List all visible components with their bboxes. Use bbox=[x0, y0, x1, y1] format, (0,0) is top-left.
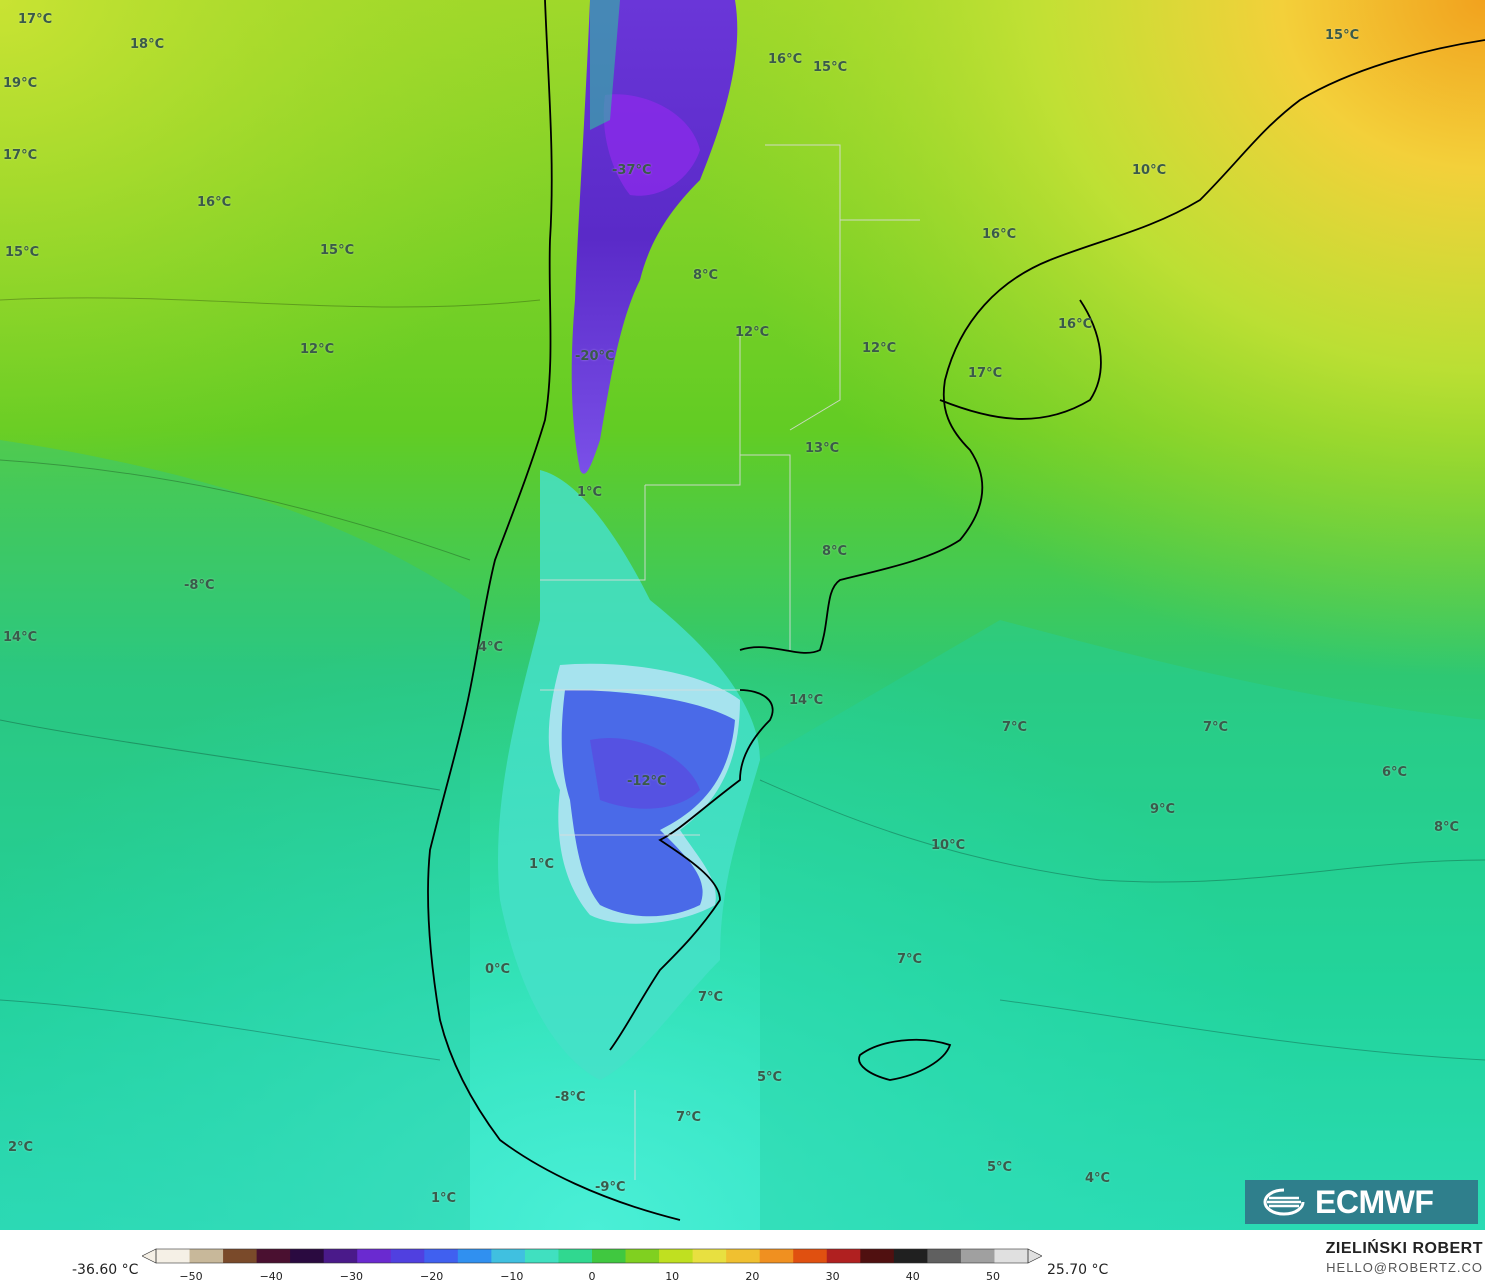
temperature-label: 7°C bbox=[698, 990, 724, 1005]
temperature-label: 8°C bbox=[822, 544, 848, 559]
temperature-label: 7°C bbox=[1002, 720, 1028, 735]
colorbar-tick-label: 40 bbox=[905, 1270, 920, 1283]
temperature-label: 10°C bbox=[931, 838, 966, 853]
colorbar-tick-label: 30 bbox=[825, 1270, 840, 1283]
colorbar-segment bbox=[457, 1249, 492, 1263]
temperature-label: 15°C bbox=[813, 60, 848, 75]
temperature-label: 5°C bbox=[987, 1160, 1013, 1175]
temperature-label: 5°C bbox=[757, 1070, 783, 1085]
temperature-label: 12°C bbox=[300, 342, 335, 357]
footer: -36.60 °C −50 −40 −30 −20 −10 0 10 20 30 40 50 25.… bbox=[0, 1230, 1485, 1287]
colorbar-tick-label: 0 bbox=[588, 1270, 596, 1283]
temperature-label: 8°C bbox=[693, 268, 719, 283]
colorbar-tick-label: −10 bbox=[500, 1270, 524, 1283]
colorbar-segment bbox=[860, 1249, 895, 1263]
colorbar-segment bbox=[189, 1249, 224, 1263]
colorbar-min-label: -36.60 °C bbox=[72, 1262, 139, 1278]
temperature-label: 7°C bbox=[676, 1110, 702, 1125]
colorbar-segment bbox=[692, 1249, 727, 1263]
temperature-label: 17°C bbox=[968, 366, 1003, 381]
temperature-label: -8°C bbox=[555, 1090, 586, 1105]
colorbar-segment bbox=[156, 1249, 191, 1263]
colorbar-segment bbox=[927, 1249, 962, 1263]
temperature-label: 18°C bbox=[130, 37, 165, 52]
temperature-label: -37°C bbox=[612, 163, 652, 178]
temperature-label: 9°C bbox=[1150, 802, 1176, 817]
ecmwf-logo: ECMWF bbox=[1245, 1180, 1478, 1224]
temperature-label: -20°C bbox=[575, 349, 615, 364]
author-block: ZIELIŃSKI ROBERT HELLO@ROBERTZ.CO bbox=[1326, 1240, 1483, 1275]
colorbar-tick-label: 50 bbox=[986, 1270, 1000, 1283]
colorbar-segment bbox=[826, 1249, 861, 1263]
temperature-label: 0°C bbox=[485, 962, 511, 977]
colorbar-tick-label: −40 bbox=[259, 1270, 283, 1283]
ecmwf-logo-icon bbox=[1263, 1188, 1305, 1216]
colorbar-segment bbox=[290, 1249, 325, 1263]
colorbar-segment bbox=[256, 1249, 291, 1263]
temperature-label: -8°C bbox=[184, 578, 215, 593]
colorbar-tick-label: 10 bbox=[665, 1270, 680, 1283]
colorbar-max-label: 25.70 °C bbox=[1047, 1262, 1109, 1278]
temperature-label: 15°C bbox=[1325, 28, 1360, 43]
temperature-label: 2°C bbox=[8, 1140, 34, 1155]
colorbar-segment bbox=[960, 1249, 995, 1263]
temperature-label: 8°C bbox=[1434, 820, 1460, 835]
author-name: ZIELIŃSKI ROBERT bbox=[1325, 1240, 1483, 1257]
colorbar-segment bbox=[524, 1249, 559, 1263]
colorbar-segment bbox=[558, 1249, 593, 1263]
temperature-label: 14°C bbox=[789, 693, 824, 708]
temperature-label: 16°C bbox=[1058, 317, 1093, 332]
temperature-label: 7°C bbox=[1203, 720, 1229, 735]
temperature-label: 16°C bbox=[197, 195, 232, 210]
temperature-label: 12°C bbox=[862, 341, 897, 356]
temperature-label: 13°C bbox=[805, 441, 840, 456]
colorbar-segment bbox=[759, 1249, 794, 1263]
colorbar-min-arrow bbox=[142, 1248, 157, 1264]
temperature-colorbar bbox=[142, 1248, 1042, 1264]
colorbar-tick-label: −20 bbox=[419, 1270, 444, 1283]
colorbar-segment bbox=[793, 1249, 828, 1263]
colorbar-segment bbox=[592, 1249, 627, 1263]
ecmwf-logo-text: ECMWF bbox=[1315, 1183, 1434, 1220]
colorbar-segment bbox=[659, 1249, 694, 1263]
colorbar-segment bbox=[893, 1249, 928, 1263]
temperature-label: 15°C bbox=[5, 245, 40, 260]
temperature-label: 15°C bbox=[320, 243, 355, 258]
temperature-label: 17°C bbox=[3, 148, 38, 163]
temperature-label: 4°C bbox=[1085, 1171, 1111, 1186]
temperature-label: 12°C bbox=[735, 325, 770, 340]
colorbar-segment bbox=[625, 1249, 660, 1263]
colorbar-tick-label: 20 bbox=[745, 1270, 760, 1283]
colorbar-segment bbox=[323, 1249, 358, 1263]
temperature-label: 19°C bbox=[3, 76, 38, 91]
temperature-label: 1°C bbox=[431, 1191, 457, 1206]
colorbar-segment bbox=[726, 1249, 761, 1263]
colorbar-segment bbox=[390, 1249, 425, 1263]
temperature-label: 16°C bbox=[768, 52, 803, 67]
colorbar-segment bbox=[223, 1249, 258, 1263]
colorbar-tick-label: −30 bbox=[339, 1270, 363, 1283]
temperature-label: 6°C bbox=[1382, 765, 1408, 780]
temperature-label: 7°C bbox=[897, 952, 923, 967]
temperature-label: 4°C bbox=[478, 640, 504, 655]
colorbar-tick-label: −50 bbox=[179, 1270, 203, 1283]
temperature-map bbox=[0, 0, 1485, 1230]
temperature-label: -12°C bbox=[627, 774, 667, 789]
colorbar-segment bbox=[357, 1249, 392, 1263]
temperature-label: 17°C bbox=[18, 12, 53, 27]
temperature-label: 1°C bbox=[529, 857, 555, 872]
temperature-label: 1°C bbox=[577, 485, 603, 500]
colorbar-max-arrow bbox=[1027, 1248, 1042, 1264]
author-email: HELLO@ROBERTZ.CO bbox=[1326, 1260, 1483, 1275]
temperature-label: 16°C bbox=[982, 227, 1017, 242]
temperature-label: 14°C bbox=[3, 630, 38, 645]
colorbar-segment bbox=[491, 1249, 526, 1263]
colorbar-segment bbox=[424, 1249, 459, 1263]
temperature-label: 10°C bbox=[1132, 163, 1167, 178]
temperature-label: -9°C bbox=[595, 1180, 626, 1195]
colorbar-segment bbox=[994, 1249, 1029, 1263]
